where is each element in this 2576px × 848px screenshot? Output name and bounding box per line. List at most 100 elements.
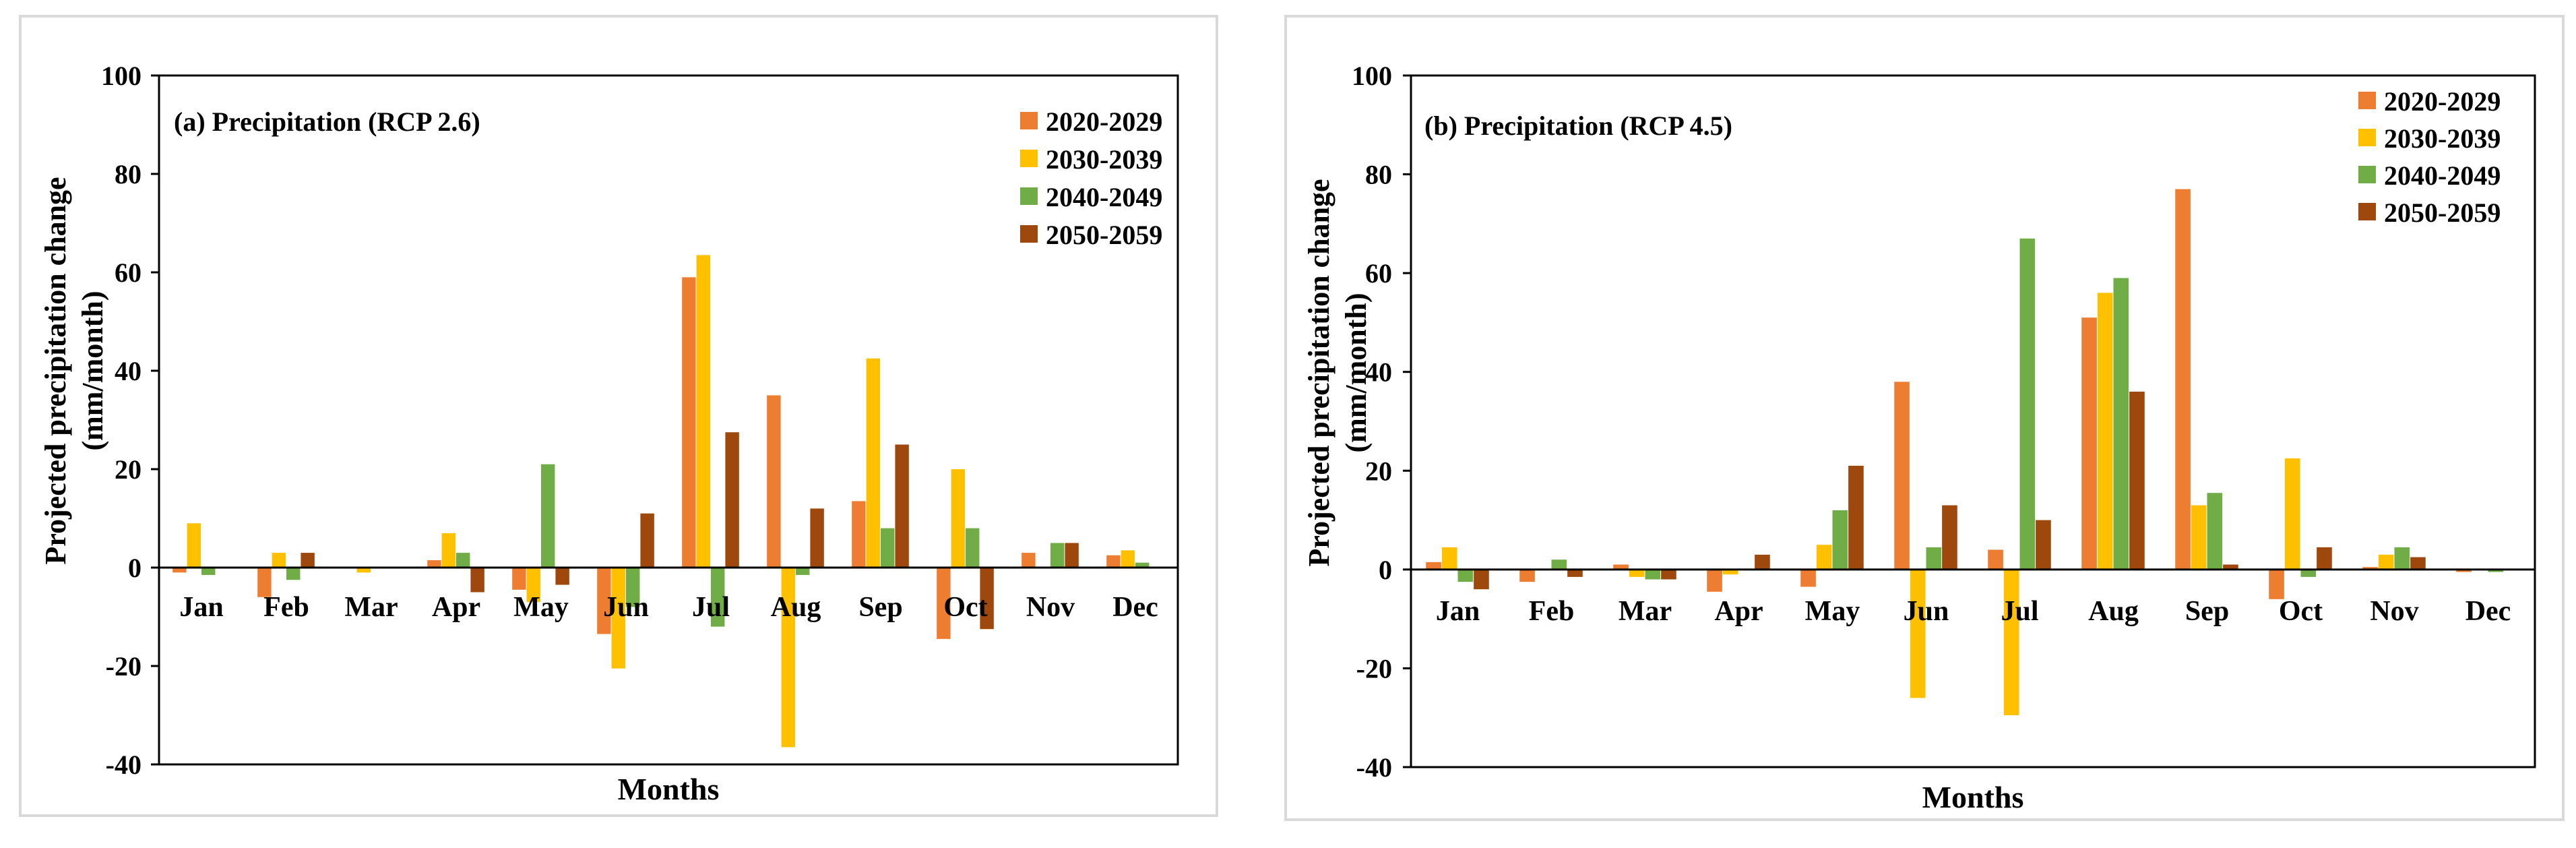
- bar-2020-2029-Oct: [937, 568, 951, 639]
- bar-2050-2059-Oct: [2317, 547, 2332, 570]
- bar-2030-2039-Apr: [1722, 569, 1738, 575]
- bar-2020-2029-Jan: [172, 568, 187, 573]
- bar-2030-2039-Feb: [272, 553, 286, 568]
- bar-2040-2049-Sep: [2207, 493, 2223, 570]
- y-axis-label-units: (mm/month): [1340, 293, 1373, 452]
- bar-2030-2039-Jun: [611, 568, 625, 669]
- bar-2040-2049-Mar: [1645, 569, 1661, 580]
- legend-swatch-2020-2029: [1020, 112, 1038, 129]
- x-tick-label-oct: Oct: [2279, 596, 2323, 627]
- legend-label-2040-2049: 2040-2049: [1046, 182, 1162, 212]
- x-tick-label-aug: Aug: [771, 592, 821, 623]
- bar-2050-2059-Oct: [980, 568, 994, 630]
- legend-label-2020-2029: 2020-2029: [2384, 86, 2501, 117]
- bar-2040-2049-May: [1832, 510, 1848, 570]
- legend-swatch-2050-2059: [2358, 203, 2376, 220]
- bar-2040-2049-Sep: [881, 528, 895, 568]
- bar-2040-2049-Jul: [2019, 238, 2036, 570]
- legend-label-2040-2049: 2040-2049: [2384, 160, 2501, 191]
- bar-2020-2029-Jul: [1988, 549, 2003, 570]
- bar-2040-2049-Oct: [966, 528, 980, 568]
- bar-2030-2039-Aug: [2097, 293, 2113, 570]
- x-tick-label-may: May: [513, 592, 569, 623]
- x-tick-label-may: May: [1805, 596, 1860, 627]
- chart-title: (b) Precipitation (RCP 4.5): [1424, 111, 1732, 141]
- bar-2040-2049-Apr: [456, 553, 470, 568]
- bar-2020-2029-May: [1800, 569, 1816, 587]
- bar-2050-2059-May: [1848, 465, 1864, 570]
- bar-2050-2059-Mar: [1661, 569, 1676, 580]
- bar-2040-2049-Feb: [1551, 559, 1567, 570]
- bar-2020-2029-Apr: [1707, 569, 1722, 592]
- bar-2030-2039-Aug: [781, 568, 795, 748]
- y-tick-label: 100: [1352, 61, 1392, 91]
- bar-2030-2039-Jul: [2003, 569, 2019, 716]
- chart-svg-b: -40 -20 0 20 40 60 80 100 Jan Feb Mar Apr May Jun Jul A…: [1302, 61, 2536, 814]
- plot-area-border: [158, 74, 1179, 766]
- bar-2040-2049-Aug: [2113, 278, 2129, 570]
- bar-2040-2049-Feb: [286, 568, 301, 580]
- bar-2030-2039-Dec: [1121, 550, 1135, 568]
- bar-2020-2029-Nov: [1022, 553, 1036, 568]
- bar-2020-2029-Aug: [2081, 317, 2097, 570]
- x-tick-label-jun: Jun: [603, 592, 649, 623]
- bar-2030-2039-Oct: [2284, 458, 2300, 570]
- bar-2020-2029-Feb: [1519, 569, 1535, 582]
- x-tick-label-jan: Jan: [1436, 596, 1480, 627]
- bar-2020-2029-Apr: [427, 560, 441, 568]
- bar-2030-2039-Jun: [1910, 569, 1926, 698]
- bar-2030-2039-Apr: [441, 533, 455, 568]
- bar-2050-2059-Jun: [1942, 505, 1957, 570]
- bar-2020-2029-May: [512, 568, 526, 590]
- x-tick-label-jul: Jul: [692, 592, 730, 623]
- chart-panel-a: -40 -20 0 20 40 60 80 100 Jan Feb Mar Apr May Jun Jul A…: [19, 15, 1218, 817]
- bar-2020-2029-Jan: [1426, 562, 1441, 570]
- x-tick-label-feb: Feb: [263, 592, 309, 623]
- bar-2030-2039-May: [526, 568, 540, 603]
- x-tick-label-nov: Nov: [2370, 596, 2418, 627]
- bar-2050-2059-Apr: [470, 568, 484, 593]
- y-tick-label: -20: [1356, 653, 1392, 684]
- bar-2040-2049-Dec: [2488, 569, 2504, 572]
- y-tick-label: 60: [1365, 258, 1392, 289]
- x-axis-label: Months: [618, 772, 720, 806]
- bar-2050-2059-Sep: [2223, 564, 2238, 570]
- bar-2020-2029-Feb: [257, 568, 272, 597]
- bar-2030-2039-Nov: [2378, 554, 2394, 570]
- bar-2030-2039-Mar: [356, 568, 371, 573]
- bar-2030-2039-Jan: [187, 523, 201, 568]
- bar-2030-2039-Sep: [866, 358, 880, 568]
- x-tick-label-nov: Nov: [1026, 592, 1075, 623]
- bar-2050-2059-Nov: [2410, 557, 2426, 570]
- bar-2020-2029-Dec: [1106, 555, 1121, 568]
- bar-2020-2029-Mar: [1613, 564, 1629, 570]
- y-tick-label: 40: [1365, 357, 1392, 388]
- y-tick-label: 80: [115, 159, 142, 189]
- x-tick-label-mar: Mar: [1619, 596, 1672, 627]
- bar-2020-2029-Jun: [597, 568, 611, 634]
- x-tick-label-feb: Feb: [1529, 596, 1575, 627]
- legend-label-2050-2059: 2050-2059: [1046, 220, 1162, 250]
- y-tick-label: -40: [106, 750, 142, 780]
- chart-title: (a) Precipitation (RCP 2.6): [174, 107, 480, 137]
- bar-2030-2039-Jan: [1441, 547, 1457, 570]
- x-tick-label-jul: Jul: [2001, 596, 2038, 627]
- bar-2020-2029-Aug: [767, 395, 781, 568]
- bar-2020-2029-Oct: [2269, 569, 2284, 599]
- bar-2050-2059-Feb: [301, 553, 315, 568]
- bar-2040-2049-Jan: [1457, 569, 1474, 582]
- x-axis-label: Months: [1922, 780, 2024, 814]
- x-tick-label-dec: Dec: [1112, 592, 1158, 623]
- legend-label-2050-2059: 2050-2059: [2384, 198, 2501, 228]
- bar-2050-2059-Aug: [810, 508, 824, 568]
- x-tick-label-sep: Sep: [858, 592, 902, 623]
- y-axis-label-units: (mm/month): [76, 291, 109, 450]
- bar-2020-2029-Sep: [2175, 189, 2191, 570]
- bar-2020-2029-Sep: [852, 501, 866, 568]
- bar-2040-2049-Jun: [1926, 547, 1942, 570]
- x-tick-label-jan: Jan: [179, 592, 223, 623]
- legend-swatch-2040-2049: [2358, 166, 2376, 183]
- x-tick-label-apr: Apr: [1714, 596, 1763, 627]
- bar-2020-2029-Jun: [1894, 382, 1910, 570]
- x-tick-label-apr: Apr: [432, 592, 480, 623]
